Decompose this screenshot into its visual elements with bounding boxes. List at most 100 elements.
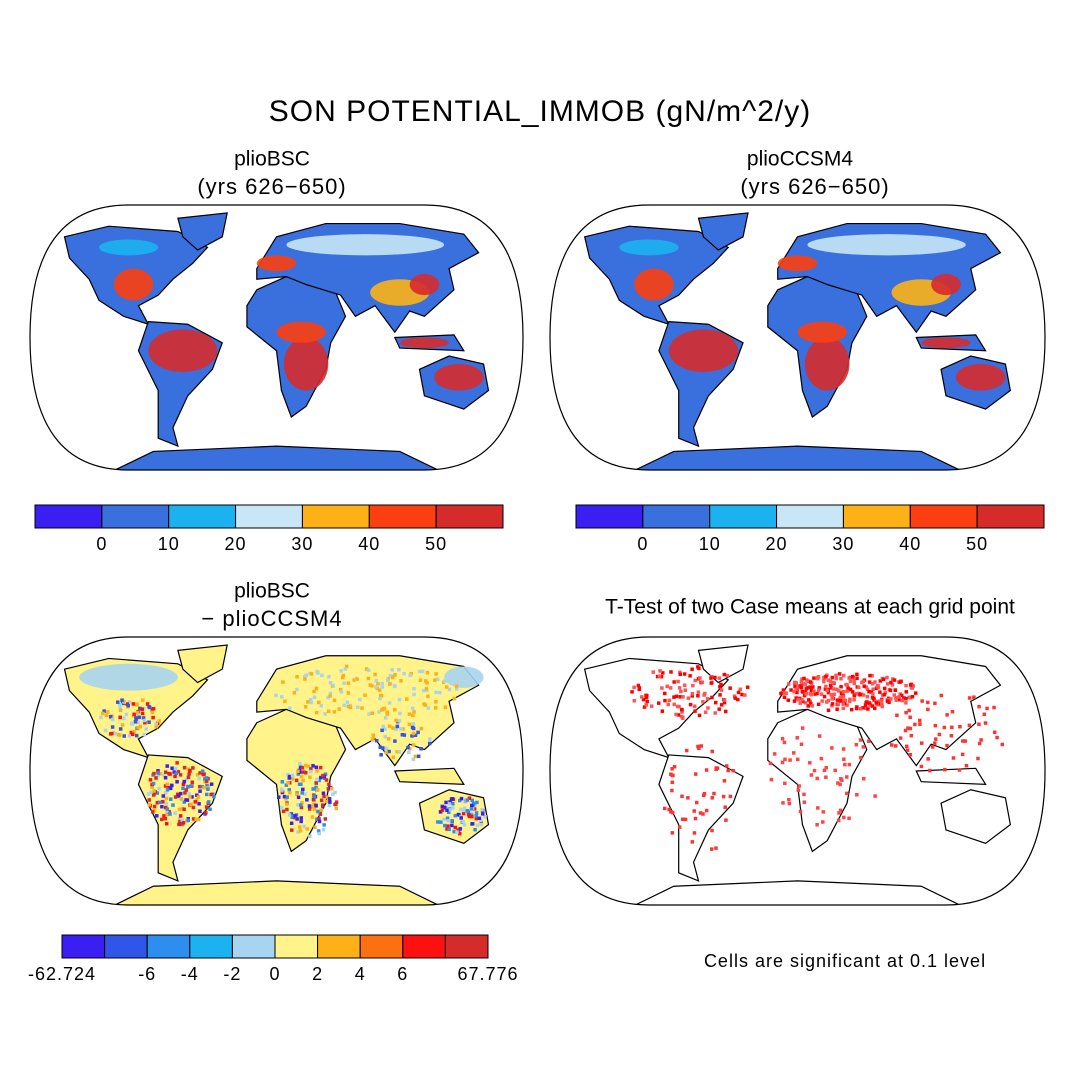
panel-subtitle: (yrs 626−650) — [197, 174, 346, 199]
grid-cell — [150, 710, 155, 715]
grid-cell — [794, 681, 798, 685]
grid-cell — [190, 780, 194, 785]
grid-cell — [995, 735, 999, 740]
grid-cell — [425, 670, 430, 675]
grid-cell — [688, 702, 693, 707]
grid-cell — [135, 733, 139, 738]
grid-cell — [111, 731, 116, 736]
grid-cell — [682, 683, 687, 688]
field-patch — [283, 337, 329, 391]
grid-cell — [326, 709, 331, 714]
grid-cell — [173, 774, 177, 779]
colorbar-box — [146, 934, 191, 959]
grid-cell — [784, 691, 788, 695]
land — [177, 644, 228, 684]
grid-cell — [150, 785, 154, 789]
grid-cell — [374, 678, 378, 683]
grid-cell — [397, 697, 402, 702]
grid-cell — [681, 716, 685, 720]
grid-cell — [889, 697, 893, 701]
grid-cell — [296, 772, 301, 776]
colorbar-tick-label: -62.724 — [28, 964, 96, 984]
grid-cell — [346, 681, 351, 685]
grid-cell — [667, 698, 672, 703]
grid-cell — [967, 723, 972, 728]
grid-cell — [850, 674, 855, 679]
grid-cell — [310, 815, 315, 819]
grid-cell — [855, 691, 860, 696]
grid-cell — [447, 802, 452, 806]
map-content — [583, 212, 1012, 470]
colorbar-box — [642, 504, 711, 529]
grid-cell — [666, 702, 670, 707]
grid-cell — [294, 778, 299, 783]
grid-cell — [182, 779, 187, 784]
field-patch — [99, 239, 159, 256]
grid-cell — [870, 695, 875, 700]
grid-cell — [172, 770, 176, 774]
grid-cell — [870, 682, 875, 686]
grid-cell — [160, 804, 164, 809]
grid-cell — [781, 801, 785, 805]
grid-cell — [848, 687, 853, 692]
grid-cell — [135, 710, 140, 715]
grid-cell — [837, 811, 841, 815]
grid-cell — [433, 678, 437, 682]
grid-cell — [867, 701, 872, 705]
grid-cell — [701, 812, 705, 816]
grid-cell — [985, 706, 989, 711]
grid-cell — [308, 697, 313, 702]
grid-cell — [289, 812, 294, 816]
grid-cell — [798, 684, 803, 688]
grid-cell — [385, 710, 389, 714]
grid-cell — [383, 716, 388, 720]
grid-cell — [132, 730, 136, 734]
grid-cell — [632, 685, 636, 690]
grid-cell — [904, 710, 908, 715]
grid-cell — [196, 795, 201, 799]
grid-cell — [280, 780, 285, 784]
grid-cell — [831, 687, 836, 691]
field-patch — [955, 364, 1006, 391]
grid-cell — [933, 723, 938, 728]
grid-cell — [286, 781, 290, 785]
map-panel — [549, 204, 1046, 471]
grid-cell — [295, 817, 299, 821]
grid-cell — [295, 674, 299, 679]
grid-cell — [868, 673, 872, 678]
grid-cell — [945, 743, 949, 748]
grid-cell — [696, 665, 700, 669]
grid-cell — [334, 800, 339, 804]
field-patch — [409, 273, 440, 296]
grid-cell — [457, 831, 462, 836]
grid-cell — [806, 704, 811, 708]
grid-cell — [798, 701, 802, 705]
field-patch — [619, 239, 679, 256]
grid-cell — [679, 689, 683, 694]
grid-cell — [854, 742, 859, 747]
grid-cell — [891, 677, 895, 681]
grid-cell — [164, 821, 169, 826]
grid-cell — [195, 773, 200, 777]
grid-cell — [668, 686, 673, 690]
grid-cell — [825, 700, 829, 704]
grid-cell — [722, 698, 727, 702]
grid-cell — [470, 814, 474, 819]
grid-cell — [816, 806, 820, 810]
grid-cell — [964, 763, 969, 768]
grid-cell — [447, 808, 452, 812]
grid-cell — [152, 808, 156, 812]
grid-cell — [740, 692, 744, 697]
grid-cell — [141, 698, 145, 702]
grid-cell — [453, 825, 458, 830]
grid-cell — [908, 695, 913, 700]
colorbar-box — [235, 504, 303, 529]
grid-cell — [672, 764, 677, 769]
grid-cell — [131, 732, 135, 737]
grid-cell — [697, 746, 701, 751]
grid-cell — [398, 711, 402, 716]
grid-cell — [852, 681, 856, 686]
grid-cell — [187, 772, 191, 776]
grid-cell — [671, 773, 675, 778]
grid-cell — [296, 769, 300, 774]
